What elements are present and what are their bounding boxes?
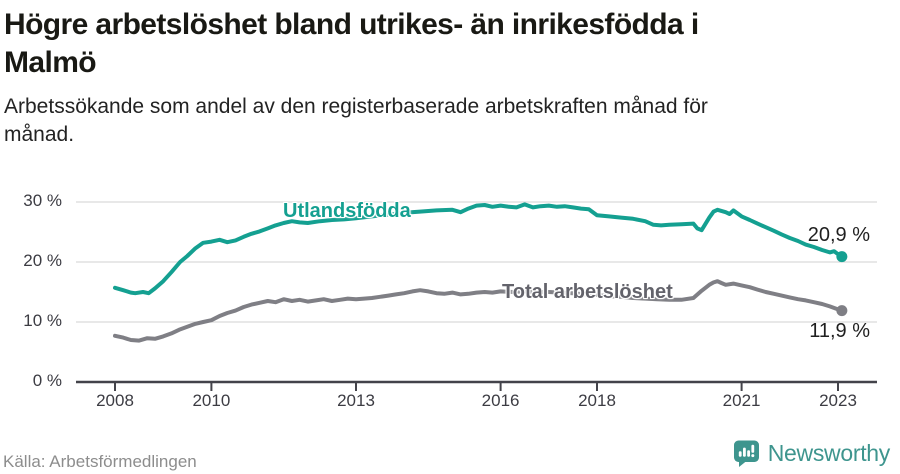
series-end-dot-0	[836, 251, 848, 263]
newsworthy-bubble-chart-icon	[733, 440, 759, 467]
end-value-total: 11,9 %	[809, 320, 870, 342]
title-line-1: Högre arbetslöshet bland utrikes- än inr…	[4, 8, 699, 41]
series-end-dot-1	[836, 305, 848, 317]
chart-subtitle: Arbetssökande som andel av den registerb…	[4, 93, 864, 149]
series-label-total-arbetsloshet: Total arbetslöshet	[502, 281, 673, 303]
title-line-2: Malmö	[4, 46, 97, 79]
end-value-utlandsfodda: 20,9 %	[807, 224, 870, 246]
series-line-0	[113, 202, 844, 296]
series-line-1	[113, 279, 844, 343]
newsworthy-logo: Newsworthy	[733, 440, 890, 467]
page-title: Högre arbetslöshet bland utrikes- än inr…	[4, 6, 894, 82]
newsworthy-logo-text: Newsworthy	[767, 440, 891, 466]
series-label-utlandsfodda: Utlandsfödda	[283, 200, 411, 222]
subtitle-line-1: Arbetssökande som andel av den registerb…	[4, 95, 708, 118]
subtitle-line-2: månad.	[4, 123, 75, 146]
source-note: Källa: Arbetsförmedlingen	[3, 452, 197, 471]
